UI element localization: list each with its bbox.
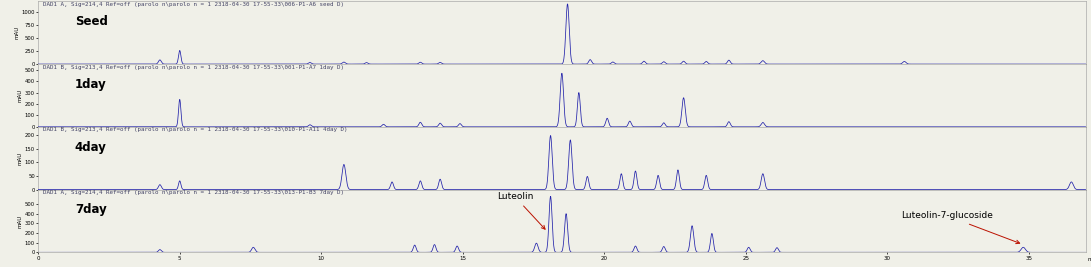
Text: DAD1 B, Sig=213,4 Ref=off (parolo n\parolo n = 1 2318-04-30 17-55-33\010-P1-A11 : DAD1 B, Sig=213,4 Ref=off (parolo n\paro… (44, 127, 348, 132)
Y-axis label: mAU: mAU (14, 26, 20, 39)
Text: DAD1 A, Sig=214,4 Ref=off (parolo n\parolo n = 1 2318-04-30 17-55-33\013-P1-B3 7: DAD1 A, Sig=214,4 Ref=off (parolo n\paro… (44, 190, 345, 195)
Text: DAD1 A, Sig=214,4 Ref=off (parolo n\parolo n = 1 2318-04-30 17-55-33\006-P1-A6 s: DAD1 A, Sig=214,4 Ref=off (parolo n\paro… (44, 2, 345, 7)
Text: Seed: Seed (75, 15, 108, 28)
Y-axis label: mAU: mAU (17, 89, 23, 102)
Text: 4day: 4day (75, 141, 107, 154)
Text: DAD1 B, Sig=213,4 Ref=off (parolo n\parolo n = 1 2318-04-30 17-55-33\001-P1-A7 1: DAD1 B, Sig=213,4 Ref=off (parolo n\paro… (44, 65, 345, 70)
Text: 1day: 1day (75, 78, 107, 91)
Text: 7day: 7day (75, 203, 107, 216)
Text: Luteolin-7-glucoside: Luteolin-7-glucoside (901, 211, 1020, 244)
Text: min: min (1088, 257, 1091, 262)
Text: Luteolin: Luteolin (496, 192, 546, 229)
Y-axis label: mAU: mAU (17, 152, 23, 165)
Y-axis label: mAU: mAU (17, 214, 23, 227)
